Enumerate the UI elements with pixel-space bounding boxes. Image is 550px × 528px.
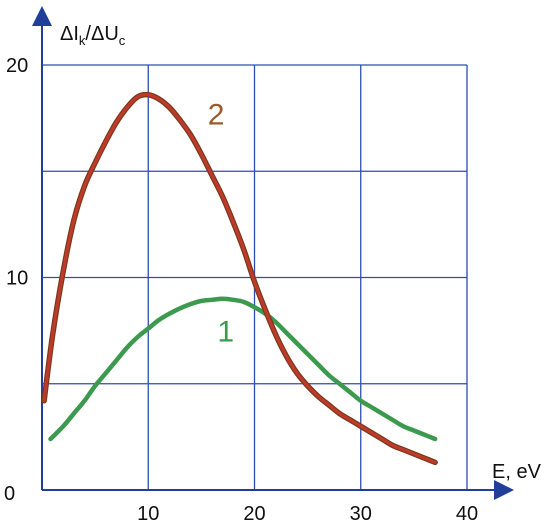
x-tick-label-30: 30	[350, 503, 372, 525]
series-group	[41, 91, 438, 466]
tick-labels: 0 10 20 30 40 10 20	[4, 55, 478, 525]
y-tick-label-10: 10	[6, 268, 28, 290]
x-tick-label-20: 20	[243, 503, 265, 525]
y-tick-label-20: 20	[6, 55, 28, 77]
axes	[32, 6, 514, 500]
series-2-line	[42, 93, 437, 464]
x-axis-label: E, eV	[492, 461, 542, 483]
series-1-label: 1	[217, 315, 234, 348]
x-tick-label-10: 10	[137, 503, 159, 525]
x-tick-label-0: 0	[4, 483, 15, 505]
series-2-label: 2	[208, 99, 225, 132]
y-axis-label: ΔIk/ΔUc	[60, 23, 126, 48]
x-tick-label-40: 40	[456, 503, 478, 525]
series-1-line	[48, 296, 438, 442]
annotations: 21	[208, 99, 234, 349]
